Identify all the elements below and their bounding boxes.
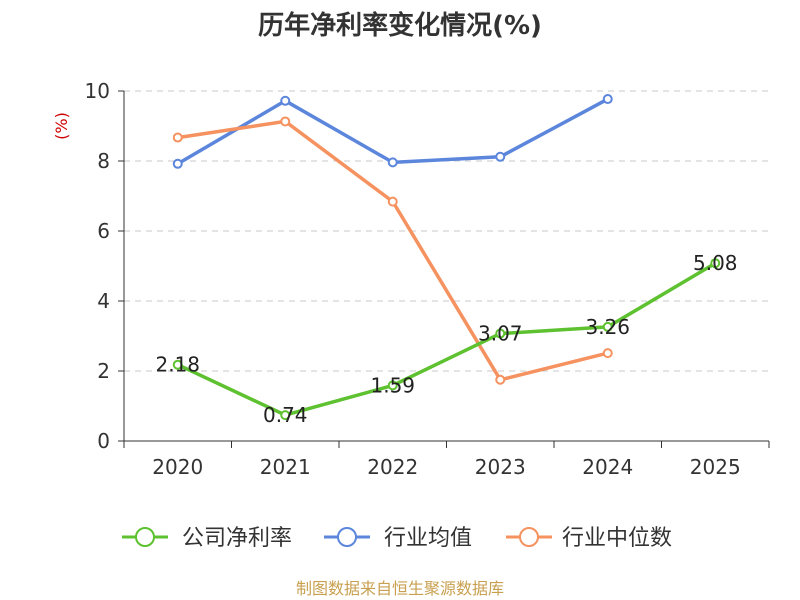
data-source-note: 制图数据来自恒生聚源数据库 — [296, 579, 504, 598]
data-label-2024: 3.26 — [585, 315, 630, 339]
x-tick-label-2021: 2021 — [260, 455, 311, 479]
data-point-1-2023 — [495, 151, 506, 162]
series-line-0 — [177, 261, 717, 417]
legend-marker-2 — [519, 527, 539, 547]
x-tick-label-2023: 2023 — [475, 455, 526, 479]
data-point-2-2022 — [387, 196, 398, 207]
legend-label-2: 行业中位数 — [562, 526, 672, 551]
y-tick-label-4: 4 — [97, 289, 110, 313]
data-labels: 2.18 0.74 1.59 3.07 3.26 5.08 — [155, 251, 737, 427]
legend-item-1: 行业均值 — [324, 526, 472, 551]
series-2 — [172, 116, 613, 385]
data-point-2-2021 — [280, 116, 291, 127]
data-point-2-2024 — [602, 348, 613, 359]
data-point-1-2021 — [280, 95, 291, 106]
x-tick-label-2025: 2025 — [690, 455, 741, 479]
data-point-0-2020 — [172, 359, 183, 370]
data-label-2023: 3.07 — [478, 322, 523, 346]
data-point-1-2024 — [602, 94, 613, 105]
data-point-0-2023 — [495, 328, 506, 339]
data-point-0-2024 — [602, 321, 613, 332]
y-tick-label-8: 8 — [97, 149, 110, 173]
y-tick-label-6: 6 — [97, 219, 110, 243]
grid-lines — [124, 90, 769, 372]
data-point-2-2023 — [495, 374, 506, 385]
data-point-1-2020 — [172, 158, 183, 169]
data-point-0-2021 — [280, 410, 291, 421]
series-0 — [172, 258, 721, 421]
x-tick-label-2020: 2020 — [152, 455, 203, 479]
data-point-0-2025 — [710, 258, 721, 269]
series-line-1 — [176, 97, 609, 166]
data-point-2-2020 — [172, 132, 183, 143]
series-layer — [172, 94, 721, 421]
axes: 0 2 4 6 8 10 2020 2021 2022 2023 2024 2025 — [85, 79, 770, 479]
y-tick-label-0: 0 — [97, 429, 110, 453]
data-point-0-2022 — [387, 380, 398, 391]
y-tick-label-2: 2 — [97, 359, 110, 383]
legend-label-0: 公司净利率 — [182, 526, 292, 551]
legend-label-1: 行业均值 — [384, 526, 472, 551]
legend-item-2: 行业中位数 — [506, 526, 672, 551]
y-axis-label: (%) — [52, 112, 71, 140]
data-label-2021: 0.74 — [263, 403, 308, 427]
legend-item-0: 公司净利率 — [122, 526, 292, 551]
legend-marker-1 — [337, 527, 357, 547]
legend-marker-0 — [135, 527, 155, 547]
chart-title: 历年净利率变化情况(%) — [258, 10, 542, 41]
data-point-1-2022 — [387, 157, 398, 168]
y-tick-label-10: 10 — [85, 79, 110, 103]
data-label-2020: 2.18 — [155, 353, 200, 377]
x-tick-label-2024: 2024 — [582, 455, 633, 479]
data-label-2022: 1.59 — [370, 373, 415, 397]
data-label-2025: 5.08 — [693, 251, 738, 275]
x-tick-label-2022: 2022 — [367, 455, 418, 479]
series-1 — [172, 94, 613, 169]
legend: 公司净利率 行业均值 行业中位数 — [122, 526, 672, 551]
